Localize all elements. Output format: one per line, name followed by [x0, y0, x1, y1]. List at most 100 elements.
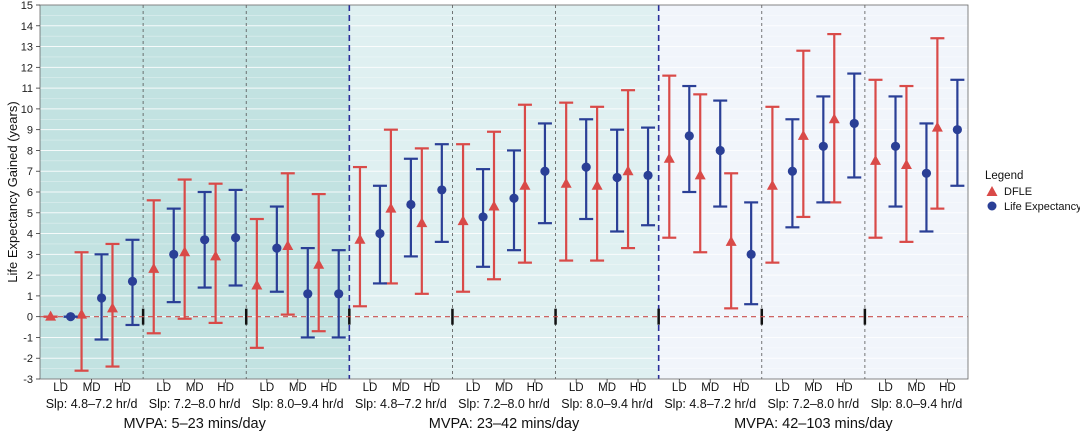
dfle-point — [354, 233, 366, 244]
sleep-label: Slp: 7.2–8.0 hr/d — [458, 397, 550, 411]
life-expectancy-point — [952, 125, 962, 135]
y-tick-label: 6 — [27, 187, 33, 199]
life-expectancy-point — [437, 185, 447, 195]
dfle-point — [694, 169, 706, 180]
mvpa-group-label: MVPA: 42–103 mins/day — [734, 416, 893, 432]
dfle-point — [591, 179, 603, 190]
life-expectancy-point — [96, 293, 107, 303]
sleep-label: Slp: 4.8–7.2 hr/d — [664, 397, 756, 411]
dfle-point — [45, 310, 57, 321]
category-label: LD — [672, 382, 687, 394]
category-label: MD — [289, 382, 307, 394]
mvpa-group-label: MVPA: 23–42 mins/day — [429, 416, 580, 432]
y-tick-label: 0 — [27, 312, 33, 324]
category-label: MD — [907, 382, 925, 394]
life-expectancy-point — [509, 193, 519, 203]
y-axis-title: Life Expectancy Gained (years) — [5, 101, 20, 282]
life-expectancy-point — [787, 166, 798, 176]
category-label: HD — [630, 382, 647, 394]
y-tick-label: 15 — [21, 0, 33, 12]
category-label: LD — [569, 382, 584, 394]
dfle-point — [76, 308, 88, 319]
sleep-label: Slp: 8.0–9.4 hr/d — [252, 397, 344, 411]
category-label: MD — [495, 382, 513, 394]
category-label: HD — [114, 382, 131, 394]
dfle-point — [210, 250, 222, 261]
legend-life-expectancy-label: Life Expectancy — [1004, 201, 1080, 213]
sleep-label: Slp: 8.0–9.4 hr/d — [561, 397, 653, 411]
category-label: LD — [878, 382, 893, 394]
legend-title: Legend — [985, 170, 1023, 182]
y-tick-label: 11 — [22, 83, 33, 95]
category-label: MD — [186, 382, 204, 394]
y-tick-label: 5 — [27, 208, 33, 220]
category-label: HD — [217, 382, 234, 394]
category-label: LD — [775, 382, 790, 394]
category-label: LD — [156, 382, 171, 394]
life-expectancy-point — [334, 289, 344, 299]
life-expectancy-point — [890, 141, 901, 151]
y-tick-label: 12 — [21, 62, 33, 74]
y-tick-label: 8 — [27, 145, 33, 157]
life-expectancy-point — [684, 131, 694, 141]
life-expectancy-point — [200, 235, 210, 245]
life-expectancy-point — [921, 168, 932, 178]
dfle-point — [282, 240, 294, 251]
category-label: LD — [466, 382, 481, 394]
life-expectancy-point — [231, 233, 241, 243]
category-label: HD — [939, 382, 956, 394]
category-label: LD — [259, 382, 274, 394]
mvpa-group-label: MVPA: 5–23 mins/day — [123, 416, 266, 432]
life-expectancy-point — [66, 312, 76, 322]
category-label: HD — [320, 382, 337, 394]
dfle-point — [560, 177, 572, 188]
dfle-point — [725, 235, 737, 246]
dfle-point — [900, 158, 912, 169]
dfle-point — [622, 165, 634, 176]
life-expectancy-point — [849, 118, 859, 129]
life-expectancy-point — [127, 276, 138, 286]
life-expectancy-point — [581, 162, 591, 172]
category-label: LD — [53, 382, 68, 394]
life-expectancy-point — [818, 141, 828, 151]
y-tick-label: 4 — [27, 229, 33, 241]
dfle-point — [106, 302, 118, 313]
life-expectancy-point — [478, 212, 488, 222]
legend-life-expectancy-marker — [987, 201, 997, 211]
y-tick-label: 13 — [21, 42, 33, 54]
sleep-label: Slp: 4.8–7.2 hr/d — [46, 397, 138, 411]
sleep-label: Slp: 7.2–8.0 hr/d — [149, 397, 241, 411]
y-tick-label: -3 — [23, 374, 33, 386]
life-expectancy-point — [540, 166, 550, 176]
life-expectancy-point — [169, 249, 179, 259]
category-label: HD — [527, 382, 544, 394]
dfle-point — [870, 154, 882, 165]
category-label: MD — [83, 382, 101, 394]
y-tick-label: 3 — [27, 249, 33, 261]
category-label: MD — [701, 382, 719, 394]
sleep-label: Slp: 4.8–7.2 hr/d — [355, 397, 447, 411]
dfle-point — [519, 179, 531, 190]
life-expectancy-point — [272, 243, 282, 253]
dfle-point — [385, 202, 397, 213]
category-label: MD — [804, 382, 822, 394]
legend-dfle-label: DFLE — [1004, 186, 1032, 198]
dfle-point — [313, 258, 325, 269]
life-expectancy-point — [303, 289, 313, 299]
life-expectancy-point — [406, 199, 416, 210]
y-tick-label: 10 — [21, 104, 33, 116]
life-expectancy-point — [715, 145, 725, 156]
category-label: MD — [392, 382, 410, 394]
life-expectancy-point — [746, 249, 756, 259]
life-expectancy-point — [612, 172, 622, 183]
sleep-label: Slp: 8.0–9.4 hr/d — [871, 397, 963, 411]
dfle-point — [251, 279, 263, 290]
category-label: HD — [424, 382, 441, 394]
y-tick-label: 2 — [27, 270, 33, 282]
dfle-point — [457, 215, 469, 226]
dfle-point — [148, 262, 160, 273]
category-label: HD — [836, 382, 853, 394]
category-label: HD — [733, 382, 750, 394]
life-expectancy-point — [375, 228, 385, 239]
